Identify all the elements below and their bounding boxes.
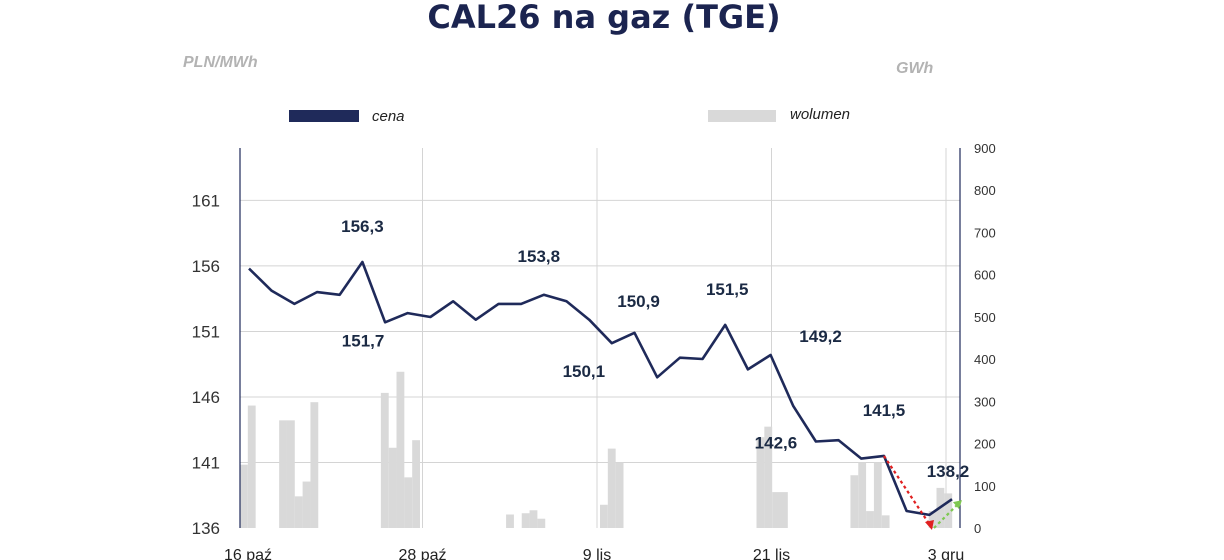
data-labels: 156,3 151,7 153,8 150,1 150,9 151,5 149,2 142,6… [341,217,969,481]
legend-label-wolumen: wolumen [790,106,850,123]
right-tick-label: 600 [974,268,996,283]
left-axis-unit: PLN/MWh [183,54,258,71]
volume-bar [380,392,389,528]
volume-bar [279,420,287,528]
legend-label-cena: cena [372,108,405,125]
x-tick-label: 9 lis [583,547,611,560]
right-tick-label: 200 [974,437,996,452]
data-label: 151,7 [342,331,385,350]
data-label: 142,6 [755,434,798,453]
legend-swatch-wolumen [708,110,776,122]
volume-bar [607,448,616,528]
volume-bar [537,518,546,528]
right-axis-ticks: 900 800 700 600 500 400 300 200 100 0 [974,141,996,536]
volume-bar [756,437,765,528]
volume-bar [873,462,882,528]
right-tick-label: 700 [974,225,996,240]
data-label: 153,8 [518,247,561,266]
right-tick-label: 500 [974,310,996,325]
data-label: 150,1 [563,362,606,381]
data-label: 141,5 [863,401,906,420]
volume-bar [294,496,303,528]
volume-bar [404,477,413,528]
right-tick-label: 900 [974,141,996,156]
left-tick-label: 151 [192,322,220,341]
data-label: 150,9 [617,292,660,311]
trend-arrows [883,455,962,530]
volume-bar [928,511,937,528]
left-tick-label: 156 [192,257,220,276]
volume-bar [247,405,256,528]
volume-bar [600,504,608,528]
volume-bars [240,371,953,528]
right-tick-label: 800 [974,183,996,198]
x-tick-label: 16 paź [224,547,272,560]
volume-bar [310,402,319,528]
data-label: 138,2 [927,462,970,481]
price-line [248,260,953,517]
volume-bar [506,514,514,528]
x-tick-label: 28 paź [398,547,446,560]
volume-bar [772,492,780,528]
left-tick-label: 161 [192,191,220,210]
right-tick-label: 100 [974,479,996,494]
volume-bar [529,510,538,528]
left-tick-label: 141 [192,453,220,472]
volume-bar [412,440,420,528]
data-label: 149,2 [799,327,842,346]
left-tick-label: 136 [192,519,220,538]
volume-bar [881,515,890,528]
volume-bar [764,426,773,528]
trend-arrow-up-head [952,500,962,510]
right-tick-label: 0 [974,521,981,536]
trend-arrow-down-head [924,520,934,530]
volume-bar [615,462,624,528]
data-label: 151,5 [706,280,749,299]
data-label: 156,3 [341,217,384,236]
volume-bar [388,447,397,528]
price-series-line [248,260,953,517]
volume-bar [521,513,530,528]
volume-bar [302,481,311,528]
volume-bar [286,420,295,528]
right-axis-unit: GWh [896,60,934,77]
x-tick-label: 21 lis [753,547,790,560]
volume-bar [850,475,859,528]
chart-title: CAL26 na gaz (TGE) [427,0,780,36]
left-tick-label: 146 [192,388,220,407]
axes [239,148,961,528]
legend-swatch-cena [289,110,359,122]
volume-bar [780,492,788,528]
volume-bar [944,493,953,528]
volume-bar [396,371,405,528]
volume-bar [858,462,867,528]
right-tick-label: 400 [974,352,996,367]
volume-bar [240,464,248,528]
x-axis-ticks: 16 paź 28 paź 9 lis 21 lis 3 gru [224,547,964,560]
right-tick-label: 300 [974,394,996,409]
trend-arrow-down [883,455,933,529]
volume-bar [866,511,874,528]
legend: cena wolumen [289,106,850,125]
left-axis-ticks: 161 156 151 146 141 136 [192,191,220,538]
x-tick-label: 3 gru [928,547,964,560]
